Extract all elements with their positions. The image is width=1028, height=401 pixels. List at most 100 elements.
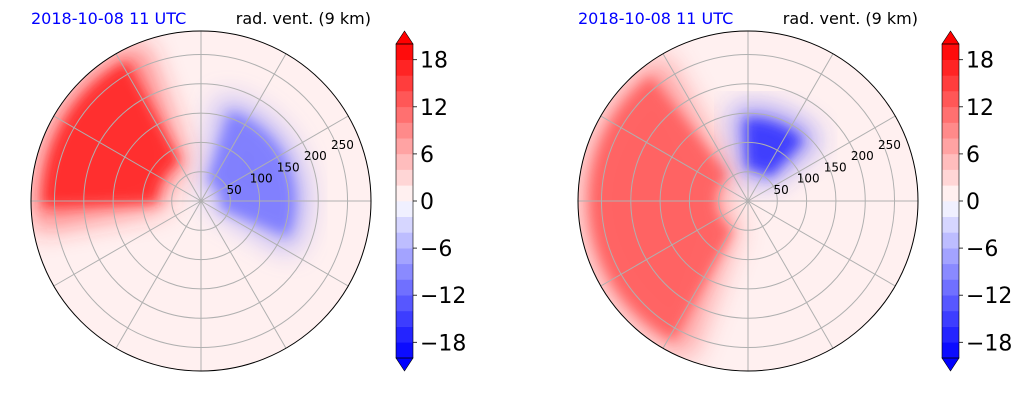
right-colorbar-level-2: [942, 310, 959, 327]
left-colorbar-level-3: [396, 295, 413, 312]
right-colorbar-level-18: [942, 59, 959, 76]
left-range-label-50: 50: [226, 183, 241, 197]
left-colorbar-level-0: [396, 342, 413, 359]
left-colorbar-level-18: [396, 59, 413, 76]
left-range-label-200: 200: [304, 149, 327, 163]
right-panel: 2018-10-08 11 UTC rad. vent. (9 km) 50 10…: [577, 9, 1012, 372]
right-azimuth-line-30: [747, 115, 896, 202]
right-colorbar-level-7: [942, 232, 959, 249]
right-colorbar-level-15: [942, 106, 959, 123]
left-colorbar-extend-top: [395, 30, 414, 45]
right-azimuth-line-210: [600, 200, 749, 287]
right-azimuth-line-60: [747, 53, 834, 202]
left-colorbar-level-11: [396, 169, 413, 186]
right-velocity-field: [578, 53, 820, 361]
left-velocity-field: [31, 41, 307, 254]
right-polar-boundary: [577, 30, 919, 372]
right-colorbar-level-12: [942, 153, 959, 170]
right-colorbar-tick-label-5: −12: [966, 284, 1012, 309]
right-colorbar-level-6: [942, 248, 959, 265]
left-colorbar-level-10: [396, 185, 413, 202]
right-colorbar-tick-label-2: 6: [966, 143, 980, 168]
right-colorbar-level-17: [942, 75, 959, 92]
left-azimuth-line-150: [53, 115, 202, 202]
left-polar-plot: 50 100 150 200 250: [30, 30, 372, 372]
left-inbound-region: [207, 111, 295, 237]
right-range-label-50: 50: [773, 183, 788, 197]
left-azimuth-line-30: [200, 115, 349, 202]
left-colorbar-ticks: 18 12 6 0 −6 −12 −18: [413, 49, 466, 356]
right-colorbar: 18 12 6 0 −6 −12 −18: [941, 30, 1012, 372]
left-colorbar-level-14: [396, 122, 413, 139]
left-colorbar-level-9: [396, 201, 413, 217]
right-range-label-250: 250: [878, 138, 901, 152]
right-azimuth-gridlines: [578, 31, 918, 371]
left-colorbar-tick-label-0: 18: [420, 49, 448, 74]
left-panel-field-title: rad. vent. (9 km): [236, 9, 371, 28]
left-azimuth-line-300: [200, 200, 287, 349]
left-colorbar-extend-bottom: [395, 357, 414, 372]
right-colorbar-ticks: 18 12 6 0 −6 −12 −18: [959, 49, 1012, 356]
left-colorbar-tick-label-4: −6: [420, 237, 452, 262]
left-colorbar-level-17: [396, 75, 413, 92]
right-colorbar-tick-label-0: 18: [966, 49, 994, 74]
left-colorbar-tick-label-5: −12: [420, 284, 466, 309]
left-colorbar-level-16: [396, 91, 413, 108]
right-colorbar-tick-label-3: 0: [966, 190, 980, 215]
left-azimuth-line-240: [115, 200, 202, 349]
left-colorbar: 18 12 6 0 −6 −12 −18: [395, 30, 466, 372]
right-colorbar-level-10: [942, 185, 959, 202]
right-colorbar-level-11: [942, 169, 959, 186]
right-colorbar-level-0: [942, 342, 959, 359]
right-colorbar-level-1: [942, 326, 959, 343]
right-colorbar-tick-label-4: −6: [966, 237, 998, 262]
right-range-label-200: 200: [851, 149, 874, 163]
left-colorbar-level-8: [396, 216, 413, 233]
left-colorbar-level-4: [396, 279, 413, 296]
right-colorbar-level-4: [942, 279, 959, 296]
left-colorbar-tick-label-1: 12: [420, 96, 448, 121]
left-colorbar-level-12: [396, 153, 413, 170]
right-colorbar-level-3: [942, 295, 959, 312]
right-colorbar-level-13: [942, 138, 959, 155]
left-colorbar-tick-label-2: 6: [420, 143, 434, 168]
right-panel-field-title: rad. vent. (9 km): [783, 9, 918, 28]
right-range-label-150: 150: [824, 160, 847, 174]
left-colorbar-segments: [396, 44, 413, 359]
left-range-label-150: 150: [277, 160, 300, 174]
right-colorbar-level-5: [942, 263, 959, 280]
left-colorbar-level-2: [396, 310, 413, 327]
left-colorbar-level-15: [396, 106, 413, 123]
left-polar-boundary: [30, 30, 372, 372]
left-range-label-100: 100: [250, 172, 273, 186]
left-colorbar-level-6: [396, 248, 413, 265]
right-colorbar-level-9: [942, 201, 959, 217]
left-azimuth-line-210: [53, 200, 202, 287]
left-colorbar-level-13: [396, 138, 413, 155]
right-colorbar-extend-top: [941, 30, 960, 45]
left-azimuth-line-330: [200, 200, 349, 287]
left-azimuth-line-60: [200, 53, 287, 202]
right-panel-time-title: 2018-10-08 11 UTC: [578, 9, 733, 28]
right-colorbar-level-19: [942, 44, 959, 60]
right-azimuth-line-120: [662, 53, 749, 202]
left-colorbar-tick-label-3: 0: [420, 190, 434, 215]
right-colorbar-level-14: [942, 122, 959, 139]
left-colorbar-level-19: [396, 44, 413, 60]
left-panel-time-title: 2018-10-08 11 UTC: [31, 9, 186, 28]
right-azimuth-line-240: [662, 200, 749, 349]
right-polar-plot: 50 100 150 200 250: [577, 30, 919, 372]
right-colorbar-segments: [942, 44, 959, 359]
left-range-labels: 50 100 150 200 250: [226, 138, 353, 197]
right-azimuth-line-300: [747, 200, 834, 349]
right-outbound-region: [589, 76, 733, 341]
left-colorbar-tick-label-6: −18: [420, 331, 466, 356]
left-panel: 2018-10-08 11 UTC rad. vent. (9 km) 50 10…: [30, 9, 466, 372]
right-colorbar-extend-bottom: [941, 357, 960, 372]
right-azimuth-line-150: [600, 115, 749, 202]
right-colorbar-tick-label-1: 12: [966, 96, 994, 121]
right-range-label-100: 100: [797, 172, 820, 186]
right-colorbar-tick-label-6: −18: [966, 331, 1012, 356]
left-colorbar-level-7: [396, 232, 413, 249]
left-colorbar-level-1: [396, 326, 413, 343]
